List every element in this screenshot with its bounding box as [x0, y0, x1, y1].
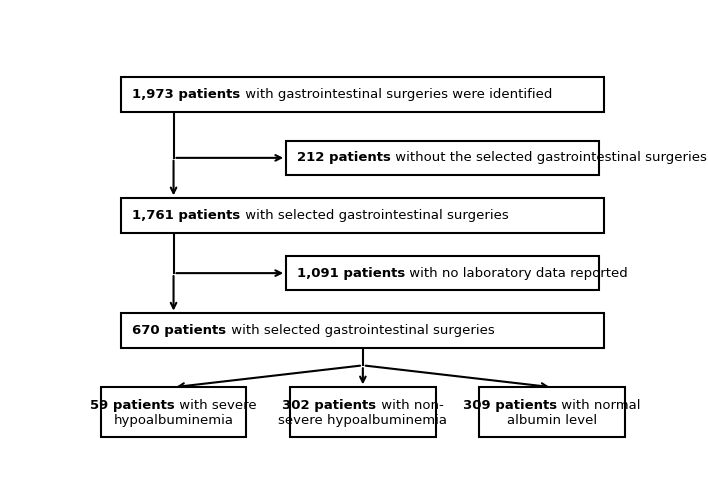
Text: 59 patients: 59 patients: [91, 399, 175, 412]
Text: 1,091 patients: 1,091 patients: [297, 266, 405, 279]
Text: with selected gastrointestinal surgeries: with selected gastrointestinal surgeries: [241, 209, 508, 222]
Text: with non-: with non-: [377, 399, 443, 412]
Bar: [479, 387, 625, 437]
Bar: [122, 198, 605, 233]
Bar: [101, 387, 246, 437]
Text: with normal: with normal: [557, 399, 641, 412]
Bar: [286, 141, 599, 175]
Text: with severe: with severe: [175, 399, 257, 412]
Text: 670 patients: 670 patients: [132, 324, 227, 337]
Text: with selected gastrointestinal surgeries: with selected gastrointestinal surgeries: [227, 324, 494, 337]
Text: severe hypoalbuminemia: severe hypoalbuminemia: [278, 414, 447, 427]
Bar: [290, 387, 435, 437]
Text: 309 patients: 309 patients: [463, 399, 557, 412]
Text: without the selected gastrointestinal surgeries: without the selected gastrointestinal su…: [391, 151, 707, 164]
Text: 1,973 patients: 1,973 patients: [132, 88, 241, 101]
Bar: [122, 313, 605, 348]
Text: with no laboratory data reported: with no laboratory data reported: [405, 266, 628, 279]
Bar: [122, 77, 605, 112]
Bar: [286, 256, 599, 290]
Text: 212 patients: 212 patients: [297, 151, 391, 164]
Text: 302 patients: 302 patients: [282, 399, 377, 412]
Text: hypoalbuminemia: hypoalbuminemia: [113, 414, 234, 427]
Text: 1,761 patients: 1,761 patients: [132, 209, 241, 222]
Text: albumin level: albumin level: [507, 414, 598, 427]
Text: with gastrointestinal surgeries were identified: with gastrointestinal surgeries were ide…: [241, 88, 552, 101]
